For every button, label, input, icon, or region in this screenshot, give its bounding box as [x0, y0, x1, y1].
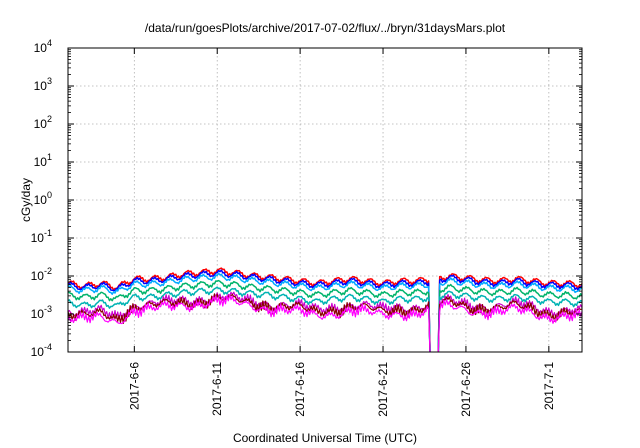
series-line [67, 294, 431, 353]
y-axis: 10-4 10-3 10-2 10-1 100 101 102 103 104 [31, 38, 582, 359]
x-tick-label: 2017-6-16 [293, 362, 307, 417]
series-line [67, 286, 431, 353]
series-layer [67, 267, 583, 353]
y-tick-label: 10-3 [31, 304, 52, 321]
y-tick-label: 102 [34, 114, 52, 131]
x-tick-label: 2017-6-26 [459, 362, 473, 417]
series-line [437, 273, 583, 353]
y-tick-label: 103 [34, 76, 52, 93]
series-line [437, 296, 583, 353]
x-tick-label: 2017-6-11 [210, 362, 224, 416]
x-tick-label: 2017-6-6 [127, 362, 141, 410]
y-axis-label: cGy/day [19, 178, 33, 222]
y-tick-label: 104 [34, 38, 52, 55]
y-tick-label: 10-2 [31, 266, 52, 283]
y-tick-label: 101 [34, 152, 52, 169]
series-line [67, 269, 431, 353]
series-line [67, 291, 431, 353]
y-tick-label: 10-4 [31, 342, 52, 359]
series-line [437, 290, 583, 353]
series-line [67, 267, 431, 353]
y-tick-label: 100 [34, 190, 52, 207]
x-tick-label: 2017-6-21 [376, 362, 390, 417]
series-line [67, 272, 431, 353]
x-axis: 2017-6-6 2017-6-11 2017-6-16 2017-6-21 2017-… [127, 48, 556, 417]
grid-layer [68, 48, 582, 352]
series-line [67, 279, 431, 353]
series-line [437, 277, 583, 353]
series-line [437, 274, 583, 353]
chart-title: /data/run/goesPlots/archive/2017-07-02/f… [145, 21, 506, 35]
x-axis-label: Coordinated Universal Time (UTC) [233, 431, 417, 445]
y-tick-label: 10-1 [31, 228, 52, 245]
series-line [437, 299, 583, 353]
x-tick-label: 2017-7-1 [542, 362, 556, 410]
series-line [437, 283, 583, 353]
